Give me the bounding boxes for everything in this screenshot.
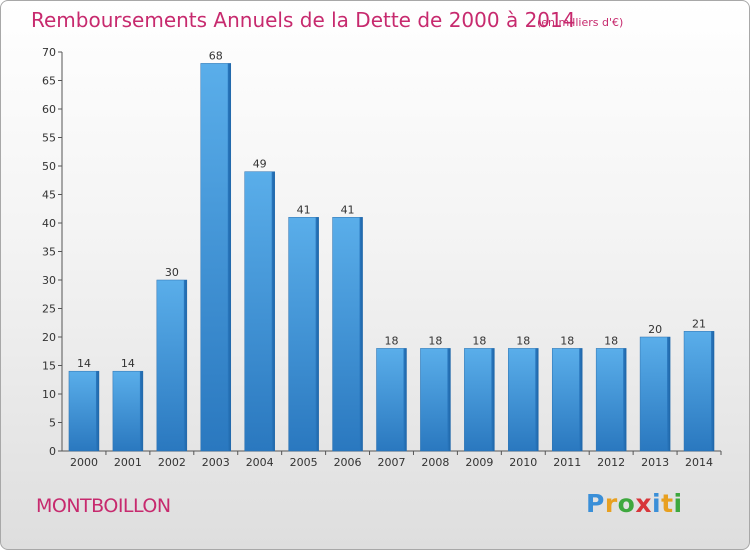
- commune-name: MONTBOILLON: [36, 495, 171, 517]
- y-tick-label: 20: [42, 331, 56, 344]
- bar-edge-2007: [403, 348, 407, 451]
- y-tick-label: 40: [42, 217, 56, 230]
- bar-2003: [200, 63, 232, 452]
- y-tick-label: 50: [42, 160, 56, 173]
- data-label-2010: 18: [516, 334, 530, 347]
- bar-edge-2013: [667, 337, 671, 451]
- data-label-2011: 18: [560, 334, 574, 347]
- bar-edge-2001: [139, 371, 143, 451]
- y-tick-label: 55: [42, 132, 56, 145]
- data-label-2014: 21: [692, 317, 706, 330]
- x-tick-label-2014: 2014: [685, 456, 713, 469]
- x-tick-label-2010: 2010: [509, 456, 537, 469]
- data-label-2006: 41: [341, 203, 355, 216]
- y-tick-label: 45: [42, 189, 56, 202]
- y-tick-label: 70: [42, 46, 56, 59]
- data-label-2013: 20: [648, 323, 662, 336]
- bar-edge-2005: [315, 217, 319, 451]
- bar-edge-2010: [535, 348, 539, 451]
- y-tick-label: 65: [42, 75, 56, 88]
- bar-edge-2000: [95, 371, 99, 451]
- y-tick-label: 30: [42, 274, 56, 287]
- y-tick-label: 15: [42, 360, 56, 373]
- bar-2004: [244, 171, 275, 452]
- x-tick-label-2004: 2004: [246, 456, 274, 469]
- bar-edge-2014: [711, 331, 715, 451]
- data-label-2003: 68: [209, 49, 223, 62]
- x-tick-label-2008: 2008: [421, 456, 449, 469]
- data-label-2005: 41: [297, 203, 311, 216]
- chart-subtitle: (en milliers d'€): [537, 16, 624, 29]
- y-tick-label: 10: [42, 388, 56, 401]
- x-tick-label-2000: 2000: [70, 456, 98, 469]
- bar-2008: [420, 348, 451, 452]
- data-label-2004: 49: [253, 158, 267, 171]
- x-tick-label-2003: 2003: [202, 456, 230, 469]
- bar-2012: [595, 348, 627, 452]
- y-tick-label: 35: [42, 246, 56, 259]
- chart-title: Remboursements Annuels de la Dette de 20…: [31, 8, 576, 32]
- x-tick-label-2001: 2001: [114, 456, 142, 469]
- bar-2009: [464, 348, 495, 452]
- bar-edge-2002: [183, 280, 187, 451]
- data-label-2008: 18: [428, 334, 442, 347]
- bar-2010: [508, 348, 539, 452]
- bar-edge-2003: [227, 63, 231, 452]
- x-tick-label-2011: 2011: [553, 456, 581, 469]
- data-label-2012: 18: [604, 334, 618, 347]
- x-tick-label-2007: 2007: [378, 456, 406, 469]
- bar-edge-2009: [491, 348, 495, 451]
- bar-2000: [68, 370, 100, 452]
- data-label-2002: 30: [165, 266, 179, 279]
- x-tick-label-2002: 2002: [158, 456, 186, 469]
- bar-2011: [551, 348, 583, 452]
- bar-edge-2011: [579, 348, 583, 451]
- bar-edge-2012: [623, 348, 627, 451]
- data-label-2007: 18: [385, 334, 399, 347]
- y-tick-label: 25: [42, 303, 56, 316]
- data-label-2000: 14: [77, 357, 91, 370]
- x-tick-label-2006: 2006: [334, 456, 362, 469]
- bar-2006: [332, 217, 363, 452]
- y-tick-label: 60: [42, 103, 56, 116]
- y-tick-label: 5: [49, 417, 56, 430]
- bar-2007: [376, 348, 407, 452]
- bar-2005: [288, 217, 319, 452]
- bar-2001: [112, 370, 144, 452]
- x-tick-label-2012: 2012: [597, 456, 625, 469]
- bar-2013: [639, 336, 671, 452]
- bar-edge-2006: [359, 217, 363, 451]
- data-label-2001: 14: [121, 357, 135, 370]
- bar-2014: [683, 331, 715, 452]
- y-tick-label: 0: [49, 445, 56, 458]
- bar-edge-2008: [447, 348, 451, 451]
- x-tick-label-2009: 2009: [465, 456, 493, 469]
- bar-edge-2004: [271, 171, 275, 451]
- proxiti-logo: Proxiti: [586, 489, 683, 518]
- data-label-2009: 18: [472, 334, 486, 347]
- bar-2002: [156, 279, 188, 452]
- x-tick-label-2013: 2013: [641, 456, 669, 469]
- x-tick-label-2005: 2005: [290, 456, 318, 469]
